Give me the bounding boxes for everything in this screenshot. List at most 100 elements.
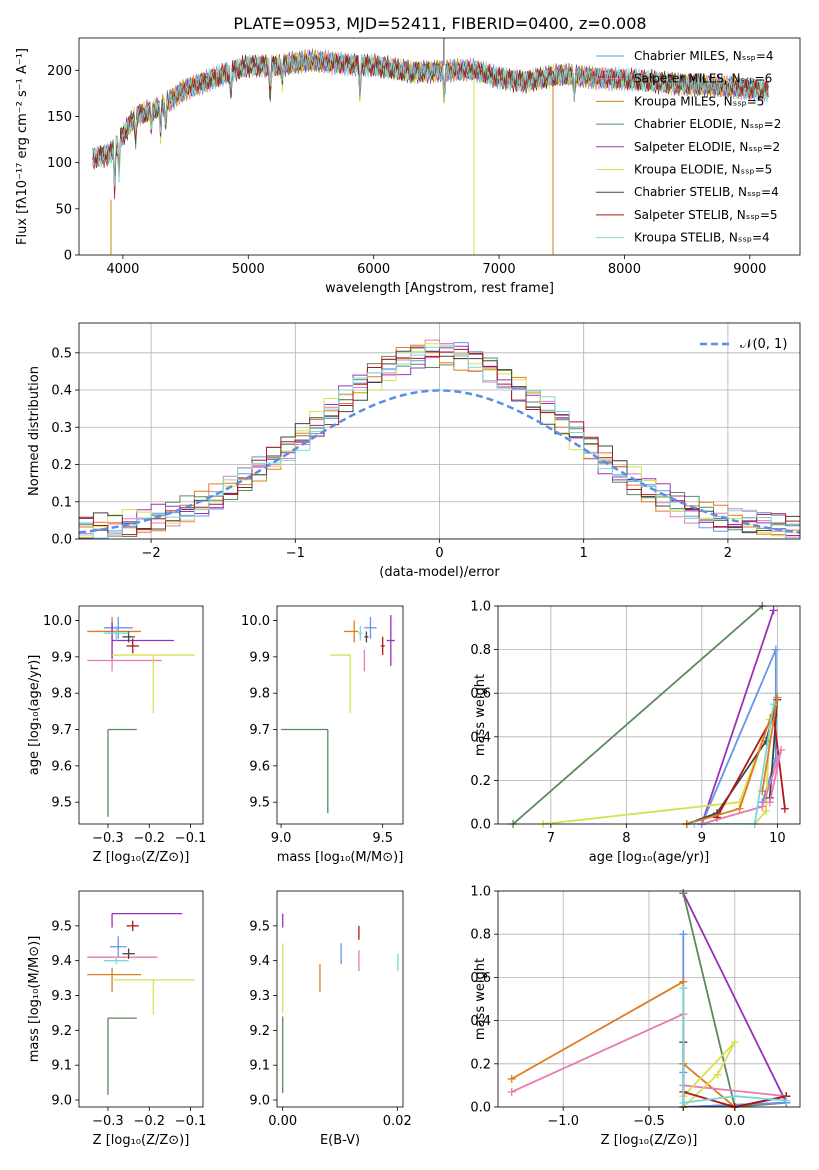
massweight-vs-age-point-marker [771, 645, 780, 654]
massweight-vs-z-point-marker [713, 1070, 722, 1079]
massweight-vs-z-xtick-label: −0.5 [633, 1114, 665, 1129]
residuals-ytick-label: 0.5 [51, 346, 72, 361]
spectrum-ytick-label: 150 [47, 110, 72, 125]
massweight-vs-age-ytick-label: 0.8 [470, 643, 491, 658]
spectrum-legend-label: Kroupa STELIB, Nₛₛₚ=4 [634, 231, 770, 245]
mass-vs-ebv-xtick-label: 0.02 [383, 1114, 412, 1129]
age-vs-mass-ytick-label: 9.8 [249, 687, 270, 702]
age-vs-mass-axes: 9.0 9.5 9.5 9.6 9.7 9.8 9.9 10.0 mass [log₁₀(M/M… [241, 614, 403, 865]
mass-vs-z-ytick-label: 9.0 [51, 1094, 72, 1109]
residuals-xtick-label: −1 [286, 546, 305, 561]
massweight-vs-age-point-marker [769, 700, 778, 709]
massweight-vs-age-frame [497, 605, 801, 825]
massweight-vs-age-series-line [694, 703, 775, 824]
mass-vs-ebv-ytick-label: 9.2 [249, 1024, 270, 1039]
spectrum-legend-label: Kroupa ELODIE, Nₛₛₚ=5 [634, 163, 772, 177]
residuals-xtick-label: 2 [724, 546, 732, 561]
mass-vs-z-xlabel: Z [log₁₀(Z/Z⊙)] [93, 1133, 190, 1148]
mass-vs-ebv-ytick-label: 9.1 [249, 1059, 270, 1074]
residuals-ytick-label: 0.2 [51, 458, 72, 473]
mass-vs-ebv-xlabel: E(B-V) [320, 1133, 360, 1148]
massweight-vs-age-point-marker [777, 745, 786, 754]
massweight-vs-z-point-marker [730, 1038, 739, 1047]
mass-vs-z-ytick-label: 9.2 [51, 1024, 72, 1039]
spectrum-frame [78, 37, 801, 256]
residuals-histogram-series [79, 348, 800, 536]
massweight-vs-age-ytick-label: 0.2 [470, 774, 491, 789]
massweight-vs-age-xtick-label: 9 [698, 831, 706, 846]
residuals-ytick-label: 0.1 [51, 495, 72, 510]
mass-vs-ebv-axes: 0.00 0.02 9.0 9.1 9.2 9.3 9.4 9.5 E(B-V) [249, 919, 411, 1148]
age-vs-z-ytick-label: 9.5 [51, 796, 72, 811]
spectrum-series-line [92, 52, 769, 187]
age-vs-mass-ytick-label: 9.5 [249, 796, 270, 811]
spectrum-ytick-label: 200 [47, 64, 72, 79]
age-vs-z-ytick-label: 9.6 [51, 759, 72, 774]
age-vs-z-xlabel: Z [log₁₀(Z/Z⊙)] [93, 850, 190, 865]
massweight-vs-z-xtick-label: −1.0 [547, 1114, 579, 1129]
residuals-ytick-label: 0.3 [51, 421, 72, 436]
mass-vs-ebv-ytick-label: 9.4 [249, 954, 270, 969]
massweight-vs-age-series-line [512, 606, 763, 824]
massweight-vs-age-xtick-label: 10 [769, 831, 786, 846]
massweight-vs-age-point-marker [769, 606, 778, 615]
spectrum-ytick-label: 100 [47, 156, 72, 171]
residuals-frame [78, 322, 801, 540]
massweight-vs-z-ytick-label: 0.4 [470, 1014, 491, 1029]
spectrum-xtick-label: 4000 [106, 262, 139, 277]
massweight-vs-z-xlabel: Z [log₁₀(Z/Z⊙)] [601, 1133, 698, 1148]
age-vs-z-ylabel: age [log₁₀(age/yr)] [27, 655, 42, 776]
age-vs-mass-ytick-label: 9.9 [249, 650, 270, 665]
spectrum-legend-label: Chabrier STELIB, Nₛₛₚ=4 [634, 185, 779, 199]
residuals-axes: −2 −1 0 1 2 0.0 0.1 0.2 0.3 0.4 0.5 (data-model)/er… [27, 323, 800, 580]
residuals-xlabel: (data-model)/error [379, 565, 500, 580]
mass-vs-z-ytick-label: 9.3 [51, 989, 72, 1004]
spectrum-xtick-label: 7000 [483, 262, 516, 277]
massweight-vs-z-point-marker [679, 984, 688, 993]
massweight-vs-z-ytick-label: 0.2 [470, 1057, 491, 1072]
age-vs-z-xtick-label: −0.3 [92, 831, 124, 846]
massweight-vs-age-ytick-label: 0.6 [470, 687, 491, 702]
residuals-xtick-label: −2 [142, 546, 161, 561]
massweight-vs-age-point-marker [735, 804, 744, 813]
mass-vs-z-xtick-label: −0.2 [133, 1114, 165, 1129]
spectrum-xtick-label: 5000 [232, 262, 265, 277]
massweight-vs-age-ytick-label: 1.0 [470, 600, 491, 615]
mass-vs-z-frame [78, 890, 204, 1108]
massweight-vs-z-ytick-label: 0.8 [470, 928, 491, 943]
age-vs-mass-frame [276, 605, 404, 825]
age-vs-mass-xlabel: mass [log₁₀(M/M⊙)] [277, 850, 404, 865]
mass-vs-ebv-ytick-label: 9.5 [249, 919, 270, 934]
massweight-vs-age-series-line [701, 749, 782, 824]
age-vs-z-xtick-label: −0.2 [133, 831, 165, 846]
massweight-vs-z-point-marker [782, 1096, 791, 1105]
age-vs-mass-ytick-label: 9.7 [249, 723, 270, 738]
massweight-vs-z-ytick-label: 1.0 [470, 885, 491, 900]
massweight-vs-z-frame [497, 890, 801, 1108]
massweight-vs-age-series-line [686, 697, 779, 824]
residuals-histogram-series [79, 353, 800, 537]
spectrum-legend-label: Chabrier ELODIE, Nₛₛₚ=2 [634, 117, 781, 131]
age-vs-z-xtick-label: −0.1 [175, 831, 207, 846]
massweight-vs-z-point-marker [679, 889, 688, 898]
mass-vs-ebv-frame [276, 890, 404, 1108]
massweight-vs-age-point-marker [780, 804, 789, 813]
chart-layer: 4000 5000 6000 7000 8000 9000050100150200wave… [15, 37, 801, 1148]
massweight-vs-z-point-marker [507, 1087, 516, 1096]
massweight-vs-age-xtick-label: 8 [622, 831, 630, 846]
residuals-ytick-label: 0.0 [51, 533, 72, 548]
spectrum-title: PLATE=0953, MJD=52411, FIBERID=0400, z=0… [233, 14, 646, 33]
massweight-vs-age-ytick-label: 0.4 [470, 730, 491, 745]
age-vs-z-ytick-label: 10.0 [43, 614, 72, 629]
spectrum-axes: 4000 5000 6000 7000 8000 9000 0 50 100 150 200 wave… [15, 48, 766, 296]
residuals-xtick-label: 1 [580, 546, 588, 561]
massweight-vs-age-point-marker [758, 802, 767, 811]
age-vs-mass-xtick-label: 9.5 [372, 831, 393, 846]
spectrum-ylabel: Flux [fλ10⁻¹⁷ erg cm⁻² s⁻¹ A⁻¹] [15, 48, 30, 245]
massweight-vs-age-ytick-label: 0.0 [470, 818, 491, 833]
spectrum-ytick-label: 50 [55, 202, 72, 217]
massweight-vs-age-point-marker [773, 693, 782, 702]
residuals-gaussian-curve [79, 389, 800, 534]
massweight-vs-z-point-marker [679, 1098, 688, 1107]
spectrum-legend-label: Kroupa MILES, Nₛₛₚ=5 [634, 94, 764, 108]
